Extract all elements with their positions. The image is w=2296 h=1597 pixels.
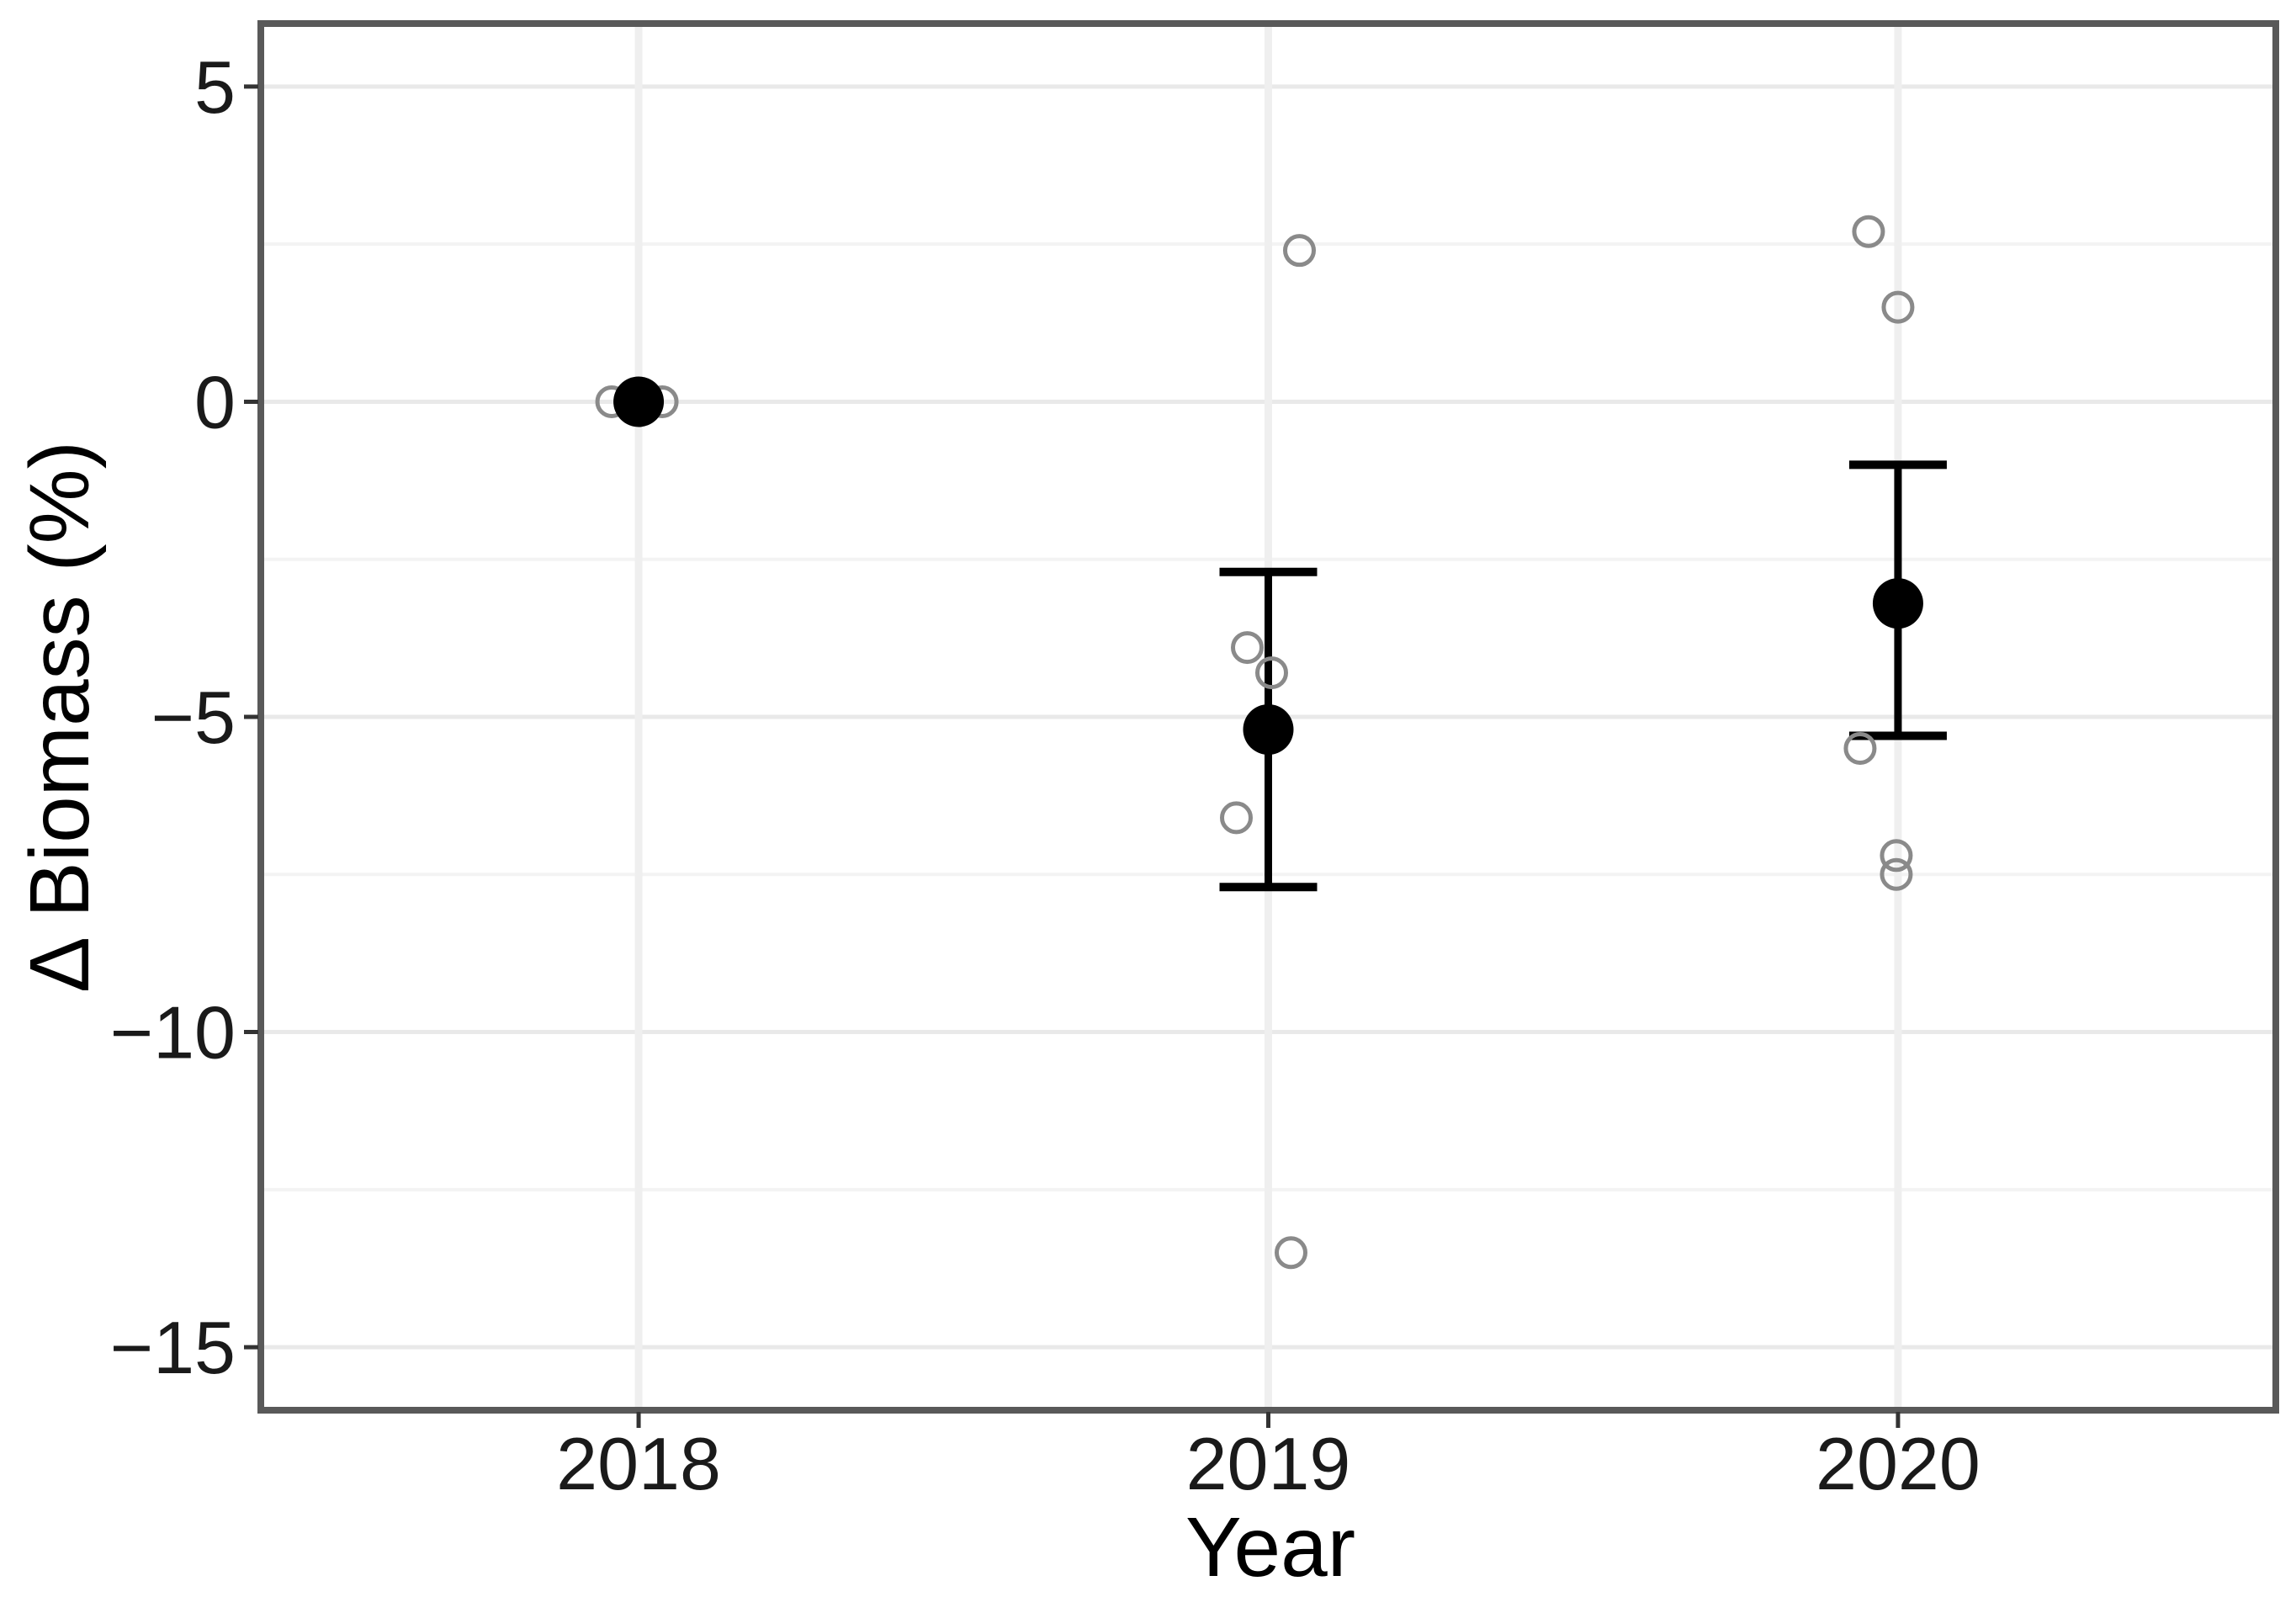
- observation-point: [1283, 234, 1316, 268]
- observation-point: [1255, 656, 1288, 690]
- y-axis-ticks: [244, 84, 258, 1350]
- y-tick-labels: 5 0 −5 −10 −15: [110, 45, 236, 1389]
- mean-point: [1243, 703, 1294, 755]
- x-tick-label: 2018: [556, 1422, 721, 1505]
- observation-point: [1220, 801, 1253, 835]
- y-tick-label: −10: [110, 991, 236, 1074]
- y-tick-label: −15: [110, 1306, 236, 1389]
- observation-point: [1880, 839, 1913, 873]
- mean-point: [613, 376, 665, 427]
- y-tick-label: −5: [151, 676, 236, 759]
- observation-point: [1880, 857, 1913, 891]
- observation-point: [1275, 1236, 1307, 1270]
- panel-border: [257, 20, 2279, 1414]
- observation-point: [1843, 731, 1877, 765]
- x-tick-label: 2020: [1816, 1422, 1980, 1505]
- observation-point: [1881, 290, 1915, 324]
- observation-point: [1852, 215, 1885, 248]
- x-axis-title: Year: [1185, 1500, 1355, 1594]
- mean-point: [1872, 578, 1923, 629]
- x-tick-labels: 2018 2019 2020: [556, 1422, 1980, 1505]
- y-tick-label: 5: [194, 45, 236, 129]
- x-tick-label: 2019: [1186, 1422, 1351, 1505]
- y-axis-title: Δ Biomass (%): [13, 441, 107, 993]
- y-tick-label: 0: [194, 360, 236, 443]
- mean-points: [613, 376, 1923, 755]
- x-axis-ticks: [636, 1412, 1901, 1428]
- observation-point: [1231, 631, 1264, 665]
